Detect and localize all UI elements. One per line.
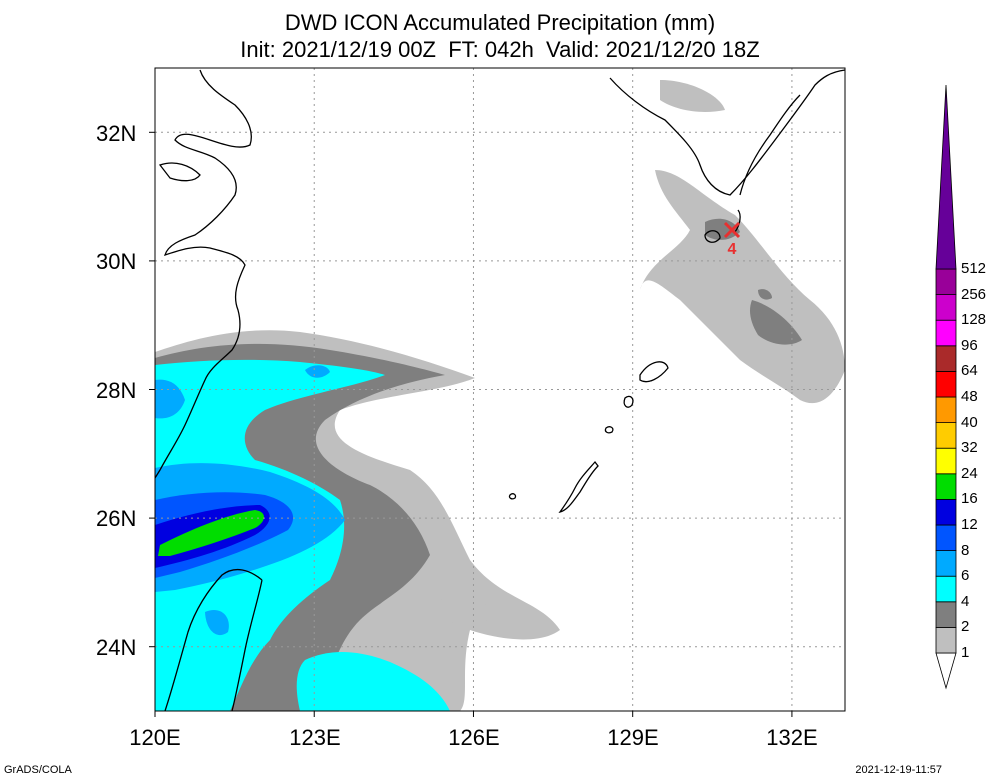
colorbar xyxy=(935,84,957,690)
colorbar-label: 12 xyxy=(961,516,978,533)
precip-area-2mm xyxy=(705,218,740,240)
colorbar-swatch xyxy=(935,422,957,449)
colorbar-swatch xyxy=(935,268,957,296)
island-tanegashima xyxy=(734,209,741,233)
lat-label-28: 28N xyxy=(96,378,137,403)
colorbar-swatch xyxy=(935,345,957,372)
colorbar-label: 24 xyxy=(961,464,978,482)
coastline-china-estuary xyxy=(158,162,201,182)
lat-label-26: 26N xyxy=(96,506,137,531)
colorbar-swatch xyxy=(935,524,957,552)
precip-area-4mm xyxy=(296,651,450,711)
colorbar-label: 1 xyxy=(961,644,970,661)
colorbar-swatch xyxy=(935,370,957,398)
lon-label-123: 123E xyxy=(289,725,341,750)
precip-area-1mm xyxy=(660,80,725,112)
colorbar-swatch xyxy=(935,652,957,690)
colorbar-label: 16 xyxy=(961,490,978,508)
map-title: DWD ICON Accumulated Precipitation (mm) xyxy=(284,10,716,35)
precip-area-6mm xyxy=(205,610,229,636)
colorbar-swatch xyxy=(935,627,957,654)
colorbar-label: 48 xyxy=(961,388,978,405)
island-kumejima xyxy=(508,493,517,500)
lon-label-129: 129E xyxy=(607,725,659,750)
colorbar-swatch xyxy=(935,575,957,603)
precip-area-1mm xyxy=(640,170,845,404)
island-okinawa xyxy=(558,460,599,514)
colorbar-swatch xyxy=(935,319,957,347)
footer-timestamp: 2021-12-19-11:57 xyxy=(855,764,942,776)
lat-label-32: 32N xyxy=(96,121,137,146)
coastlines xyxy=(154,69,846,712)
precip-area-16mm xyxy=(158,510,265,556)
colorbar-swatch xyxy=(935,447,957,475)
colorbar-swatch xyxy=(935,601,957,628)
island-yakushima xyxy=(704,230,721,243)
lon-label-132: 132E xyxy=(766,725,818,750)
coastline-kyushu-east xyxy=(739,94,801,196)
precip-area-6mm xyxy=(305,365,330,378)
colorbar-label: 8 xyxy=(961,541,970,559)
colorbar-label: 4 xyxy=(961,592,970,610)
island-tokunoshima xyxy=(623,395,634,408)
typhoon-marker: 4 xyxy=(723,221,741,258)
colorbar-swatch xyxy=(935,84,957,270)
colorbar-label: 256 xyxy=(961,285,987,303)
colorbar-swatch xyxy=(935,396,957,424)
lon-label-126: 126E xyxy=(448,725,500,750)
colorbar-label: 64 xyxy=(961,362,978,380)
precipitation-field xyxy=(155,80,845,711)
lat-label-24: 24N xyxy=(96,635,137,660)
colorbar-swatch xyxy=(935,473,957,500)
lat-label-30: 30N xyxy=(96,249,137,274)
colorbar-label: 6 xyxy=(961,567,970,585)
colorbar-label: 2 xyxy=(961,618,970,636)
colorbar-label: 96 xyxy=(961,336,978,354)
precip-area-1mm xyxy=(440,598,495,626)
axis-ticks xyxy=(149,131,793,717)
island-amami xyxy=(639,361,669,383)
island-okinoerabu xyxy=(604,426,614,434)
colorbar-swatch xyxy=(935,294,957,321)
map-subtitle: Init: 2021/12/19 00Z FT: 042h Valid: 202… xyxy=(240,37,760,62)
footer-credit: GrADS/COLA xyxy=(4,764,72,776)
precip-area-2mm xyxy=(750,300,802,345)
coastline-china xyxy=(154,69,252,479)
colorbar-label: 32 xyxy=(961,439,978,457)
typhoon-marker-number: 4 xyxy=(728,241,737,258)
colorbar-label: 512 xyxy=(961,260,987,277)
lon-label-120: 120E xyxy=(129,725,181,750)
colorbar-label: 128 xyxy=(961,311,987,329)
coastline-taiwan xyxy=(164,568,263,712)
coastline-kyushu xyxy=(609,69,846,196)
colorbar-label: 40 xyxy=(961,413,978,431)
colorbar-swatch xyxy=(935,498,957,526)
precip-area-2mm xyxy=(758,289,772,300)
colorbar-swatch xyxy=(935,550,957,577)
